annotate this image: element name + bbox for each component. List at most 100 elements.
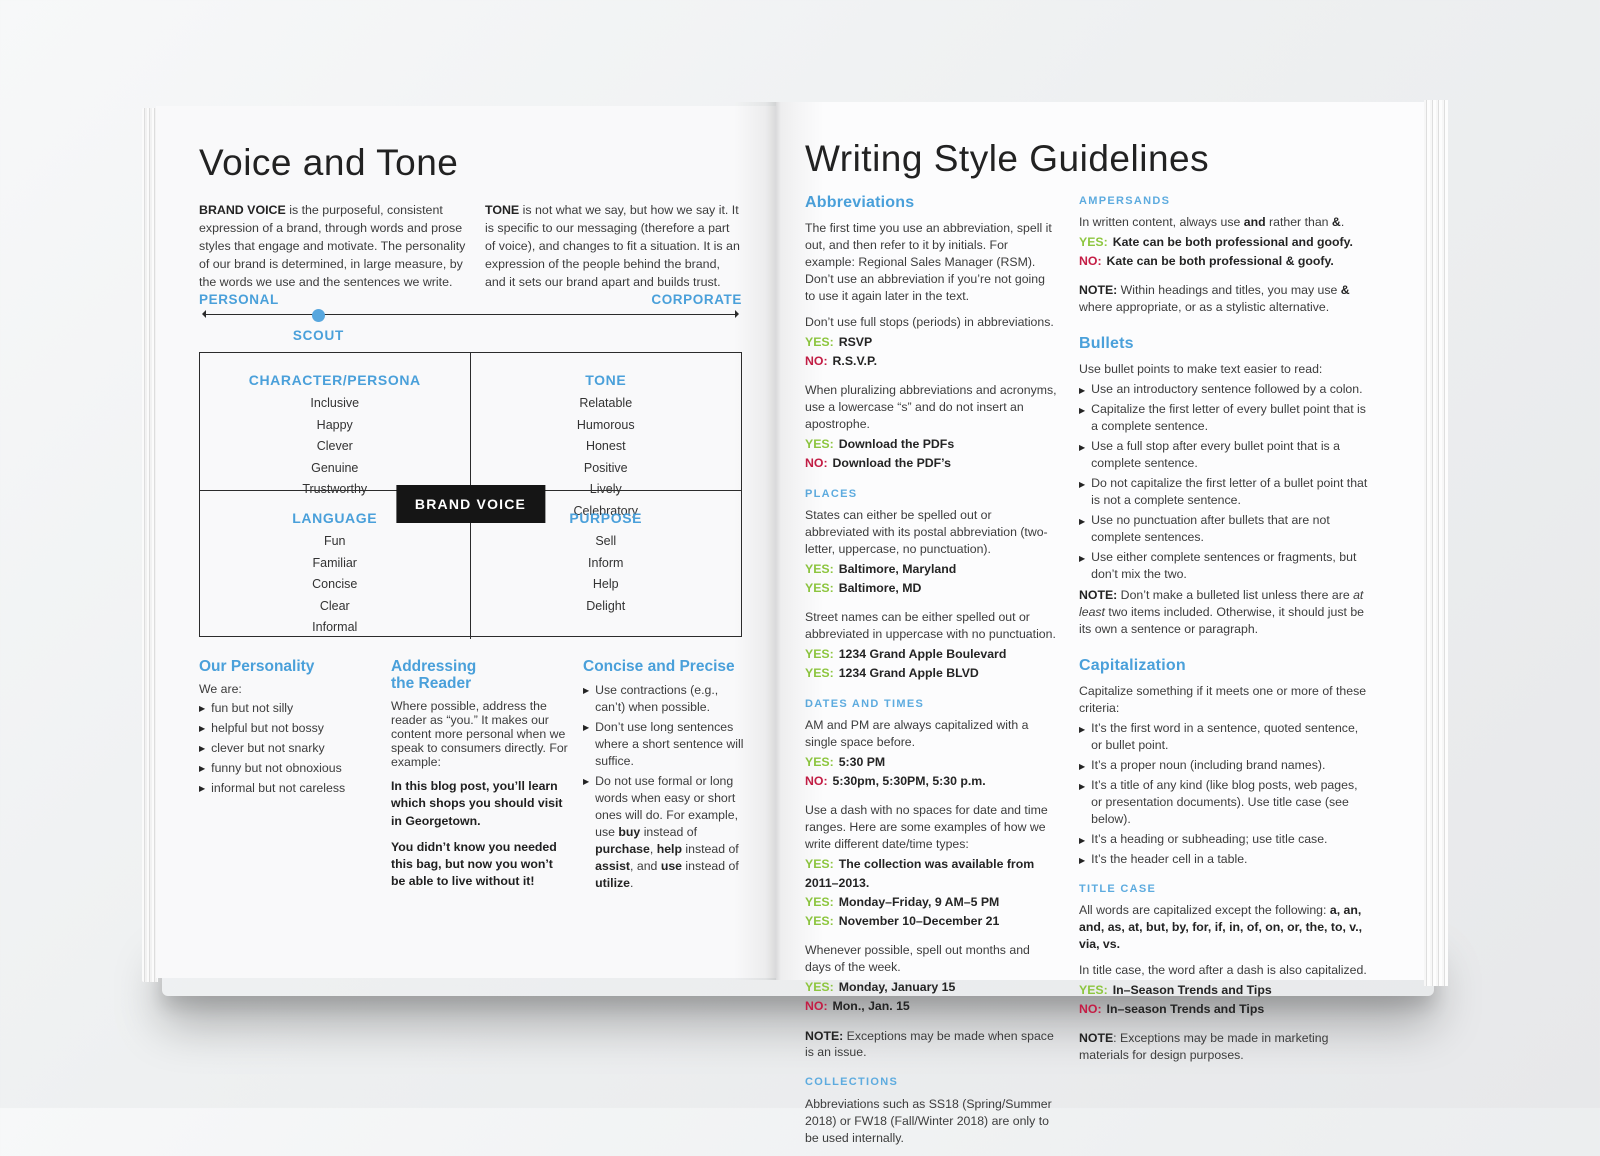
yes-no-line: YES: Monday–Friday, 9 AM–5 PM bbox=[805, 893, 1057, 912]
page-stack-right-edge bbox=[1424, 100, 1448, 986]
paragraph: Street names can be either spelled out o… bbox=[805, 610, 1056, 642]
bullet-text: Use a full stop after every bullet point… bbox=[1091, 439, 1340, 471]
brand-voice-matrix: CHARACTER/PERSONA Inclusive Happy Clever Ge… bbox=[199, 352, 742, 639]
bullet-item: ▶ It’s a heading or subheading; use titl… bbox=[1079, 831, 1371, 848]
spectrum-marker-label: SCOUT bbox=[292, 328, 345, 343]
yes-no-label: NO: bbox=[805, 353, 828, 368]
bullet-text: Don’t use long sentences where a short s… bbox=[595, 719, 744, 768]
yes-no-text: Kate can be both professional & goofy. bbox=[1106, 254, 1334, 269]
example-list: YES: Monday, January 15 NO: Mon., Jan. 15 bbox=[805, 978, 1057, 1016]
paragraph: Whenever possible, spell out months and … bbox=[805, 943, 1030, 975]
spectrum-axis-arrow bbox=[202, 310, 739, 318]
subsection-title: PLACES bbox=[805, 487, 858, 500]
bullet-item: ▶ Do not use formal or long words when e… bbox=[583, 773, 745, 892]
right-page-column-2: AMPERSANDS In written content, always us… bbox=[1079, 192, 1371, 1156]
spectrum-marker-dot bbox=[312, 308, 326, 322]
yes-no-text: Monday, January 15 bbox=[838, 980, 956, 995]
yes-no-text: 1234 Grand Apple Boulevard bbox=[838, 647, 1007, 662]
triangle-bullet-icon: ▶ bbox=[1079, 386, 1086, 396]
paragraph: Use bullet points to make text easier to… bbox=[1079, 362, 1323, 377]
yes-no-line: YES: 1234 Grand Apple BLVD bbox=[805, 664, 1057, 683]
bullet-text: Capitalize the first letter of every bul… bbox=[1091, 402, 1366, 434]
example-list: YES: Baltimore, Maryland YES: Baltimore, MD bbox=[805, 560, 1057, 598]
triangle-bullet-icon: ▶ bbox=[1079, 724, 1086, 734]
yes-no-label: YES: bbox=[805, 562, 834, 577]
matrix-item: Lively bbox=[589, 482, 622, 496]
bullet-item: ▶ helpful but not bossy bbox=[199, 720, 377, 737]
bullet-item: ▶ Use either complete sentences or fragm… bbox=[1079, 549, 1371, 583]
subsection-title: DATES AND TIMES bbox=[805, 698, 925, 711]
yes-no-line: YES: Monday, January 15 bbox=[805, 978, 1057, 997]
bullet-text: It’s a proper noun (including brand name… bbox=[1091, 757, 1326, 772]
yes-no-text: The collection was available from 2011–2… bbox=[805, 857, 1035, 891]
addressing-reader-column: Addressing the Reader Where possible, ad… bbox=[391, 658, 569, 895]
spectrum-right-label: CORPORATE bbox=[651, 292, 742, 307]
section-ampersands: AMPERSANDS In written content, always us… bbox=[1079, 194, 1371, 316]
matrix-item: Clever bbox=[316, 439, 353, 453]
triangle-bullet-icon: ▶ bbox=[583, 686, 590, 696]
paragraph: States can either be spelled out or abbr… bbox=[805, 508, 1048, 557]
yes-no-text: In–season Trends and Tips bbox=[1106, 1001, 1265, 1016]
paragraph: The first time you use an abbreviation, … bbox=[805, 221, 1052, 303]
section-capitalization: Capitalization Capitalize something if i… bbox=[1079, 655, 1371, 868]
personality-bullets: ▶ fun but not silly ▶ helpful but not bo… bbox=[199, 700, 377, 797]
yes-no-line: NO: In–season Trends and Tips bbox=[1079, 1000, 1371, 1019]
bullet-text: It’s the first word in a sentence, quote… bbox=[1091, 720, 1359, 752]
example-list: YES: RSVP NO: R.S.V.P. bbox=[805, 333, 1057, 371]
bullet-list: ▶ It’s the first word in a sentence, quo… bbox=[1079, 720, 1371, 868]
yes-no-label: NO: bbox=[1079, 254, 1102, 269]
bullet-item: ▶ Capitalize the first letter of every b… bbox=[1079, 401, 1371, 435]
matrix-item: Sell bbox=[595, 534, 617, 548]
quadrant-title: LANGUAGE bbox=[292, 510, 378, 526]
yes-no-line: YES: The collection was available from 20… bbox=[805, 855, 1057, 893]
yes-no-text: 5:30pm, 5:30PM, 5:30 p.m. bbox=[832, 774, 986, 789]
yes-no-text: 1234 Grand Apple BLVD bbox=[838, 666, 979, 681]
intro-brand-voice: BRAND VOICE is the purposeful, consisten… bbox=[199, 203, 466, 289]
section-abbreviations: Abbreviations The first time you use an … bbox=[805, 192, 1057, 473]
concise-bullets: ▶ Use contractions (e.g., can’t) when po… bbox=[583, 682, 745, 892]
intro-paragraphs: BRAND VOICE is the purposeful, consisten… bbox=[199, 202, 743, 292]
bullet-item: ▶ Don’t use long sentences where a short… bbox=[583, 719, 745, 770]
triangle-bullet-icon: ▶ bbox=[199, 704, 206, 714]
bullet-text: Use an introductory sentence followed by… bbox=[1091, 382, 1363, 397]
quadrant-character-persona: CHARACTER/PERSONA Inclusive Happy Clever Ge… bbox=[200, 353, 471, 496]
bullet-text: Use no punctuation after bullets that ar… bbox=[1091, 513, 1330, 544]
paragraph: In written content, always use and rathe… bbox=[1079, 215, 1345, 230]
triangle-bullet-icon: ▶ bbox=[199, 763, 206, 773]
yes-no-label: YES: bbox=[805, 436, 834, 451]
column-title: Concise and Precise bbox=[583, 658, 735, 675]
note-paragraph: NOTE: Exceptions may be made when space … bbox=[805, 1028, 1054, 1060]
yes-no-label: YES: bbox=[1079, 982, 1108, 997]
matrix-item: Clear bbox=[319, 598, 350, 613]
yes-no-text: 5:30 PM bbox=[838, 755, 886, 770]
yes-no-label: NO: bbox=[805, 455, 828, 470]
triangle-bullet-icon: ▶ bbox=[199, 724, 206, 734]
paragraph: All words are capitalized except the fol… bbox=[1079, 902, 1363, 951]
right-page-column-1: Abbreviations The first time you use an … bbox=[805, 192, 1057, 1156]
yes-no-text: RSVP bbox=[838, 334, 873, 349]
triangle-bullet-icon: ▶ bbox=[1079, 855, 1086, 865]
column-lead: We are: bbox=[199, 682, 242, 697]
quadrant-items: Relatable Humorous Honest Positive Lively Cel… bbox=[471, 393, 742, 522]
triangle-bullet-icon: ▶ bbox=[1079, 761, 1086, 771]
example-list: YES: Download the PDFs NO: Download the PDF… bbox=[805, 435, 1057, 473]
yes-no-line: YES: Kate can be both professional and go… bbox=[1079, 233, 1371, 252]
brand-voice-center-label: BRAND VOICE bbox=[395, 485, 546, 523]
yes-no-label: NO: bbox=[805, 774, 828, 789]
quadrant-tone: TONE Relatable Humorous Honest Positive Live… bbox=[470, 353, 741, 518]
example-list: YES: In–Season Trends and Tips NO: In–seaso… bbox=[1079, 981, 1371, 1019]
bullet-item: ▶ Use an introductory sentence followed … bbox=[1079, 381, 1371, 398]
bullet-text: Use contractions (e.g., can’t) when poss… bbox=[595, 683, 719, 715]
yes-no-label: YES: bbox=[805, 666, 834, 681]
bullet-text: It’s a title of any kind (like blog post… bbox=[1091, 777, 1358, 826]
bullet-text: It’s a heading or subheading; use title … bbox=[1091, 831, 1328, 846]
section-dates-and-times: DATES AND TIMES AM and PM are always cap… bbox=[805, 697, 1057, 1061]
yes-no-label: YES: bbox=[805, 980, 834, 995]
example-list: YES: Kate can be both professional and go… bbox=[1079, 233, 1371, 271]
triangle-bullet-icon: ▶ bbox=[199, 783, 206, 793]
yes-no-line: YES: Baltimore, Maryland bbox=[805, 560, 1057, 579]
yes-no-label: NO: bbox=[1079, 1001, 1102, 1016]
triangle-bullet-icon: ▶ bbox=[199, 743, 206, 753]
matrix-item: Positive bbox=[583, 460, 628, 475]
right-page-columns: Abbreviations The first time you use an … bbox=[805, 192, 1393, 1156]
